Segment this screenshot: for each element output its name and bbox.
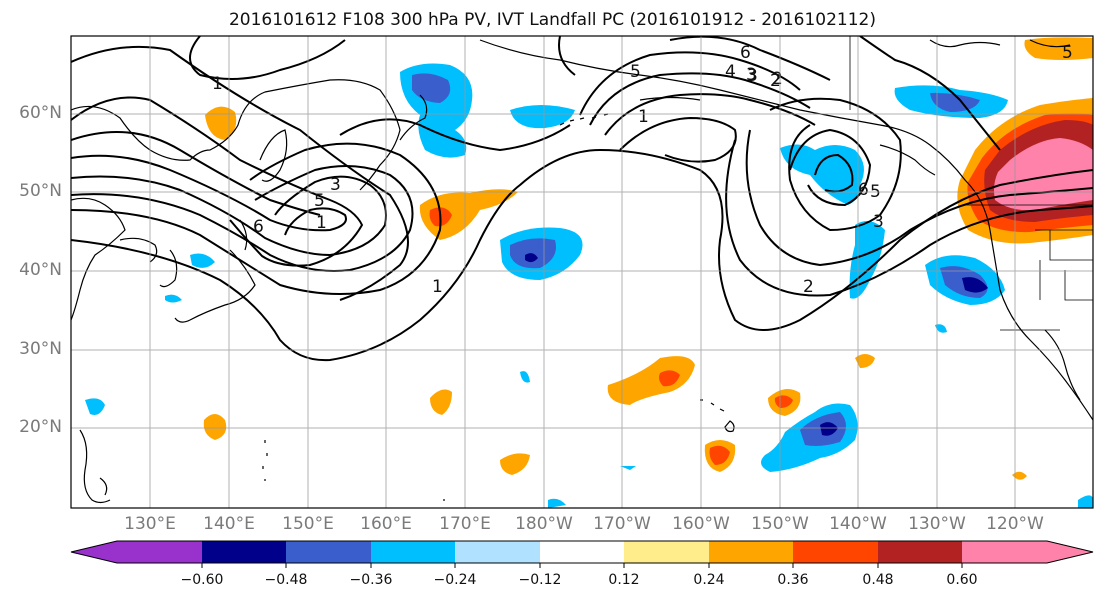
contour-label: 6 [253, 217, 264, 237]
map-frame [70, 35, 1094, 509]
contour-label: 2 [803, 277, 814, 297]
contour-label: 1 [316, 213, 327, 233]
lat-label-20n: 20°N [19, 417, 62, 437]
pv-contours [71, 36, 1093, 362]
colorbar-tick-label: 0.60 [946, 572, 978, 588]
contour-label: 4 [725, 62, 736, 82]
lon-label: 180°W [515, 514, 573, 534]
coastlines [71, 39, 1093, 504]
contour-label: 6 [740, 43, 751, 63]
lon-label: 140°W [829, 514, 887, 534]
colorbar-tick-label: 0.24 [693, 572, 725, 588]
lon-label: 120°W [986, 514, 1044, 534]
lon-label: 170°E [439, 514, 491, 534]
contour-label: 6 [858, 180, 869, 200]
lon-label: 170°W [593, 514, 651, 534]
contour-label: 1 [638, 107, 649, 127]
contour-label: 1 [432, 277, 443, 297]
contour-label: 2 [770, 71, 781, 91]
map-title: 2016101612 F108 300 hPa PV, IVT Landfall… [228, 10, 876, 30]
contour-label: 1 [212, 74, 223, 94]
gridlines [71, 36, 1093, 508]
lon-label: 160°W [672, 514, 730, 534]
lon-label: 150°W [751, 514, 809, 534]
contour-label: 5 [1062, 43, 1073, 63]
lon-label: 150°E [282, 514, 334, 534]
borders [849, 36, 1093, 331]
colorbar-tick-label: −0.60 [180, 572, 224, 588]
lat-label-60n: 60°N [19, 103, 62, 123]
colorbar-tick-label: 0.36 [777, 572, 809, 588]
colorbar-tick-label: 0.12 [608, 572, 640, 588]
contour-label: 5 [314, 191, 325, 211]
contour-label: 3 [330, 175, 341, 195]
lat-label-50n: 50°N [19, 181, 62, 201]
lon-label: 130°W [908, 514, 966, 534]
contour-labels: 1 6 5 4 3 2 5 3 6 5 1 1 6 5 3 2 1 3 2 [212, 43, 1073, 297]
colorbar-tick-label: −0.24 [433, 572, 477, 588]
contour-label: 3 [746, 65, 757, 85]
lon-label: 160°E [360, 514, 412, 534]
contour-label: 5 [630, 62, 641, 82]
contour-label: 2 [772, 69, 783, 89]
lon-label: 130°E [124, 514, 176, 534]
lat-label-40n: 40°N [19, 260, 62, 280]
contour-label: 3 [873, 212, 884, 232]
colorbar [70, 540, 1094, 568]
colorbar-tick-label: −0.48 [264, 572, 308, 588]
lat-label-30n: 30°N [19, 339, 62, 359]
map-area: 1 6 5 4 3 2 5 3 6 5 1 1 6 5 3 2 1 3 2 [71, 36, 1093, 508]
lon-label: 140°E [203, 514, 255, 534]
colorbar-tick-label: −0.12 [518, 572, 562, 588]
colorbar-tick-label: −0.36 [349, 572, 393, 588]
colorbar-tick-label: 0.48 [862, 572, 894, 588]
contour-label: 3 [747, 66, 758, 86]
